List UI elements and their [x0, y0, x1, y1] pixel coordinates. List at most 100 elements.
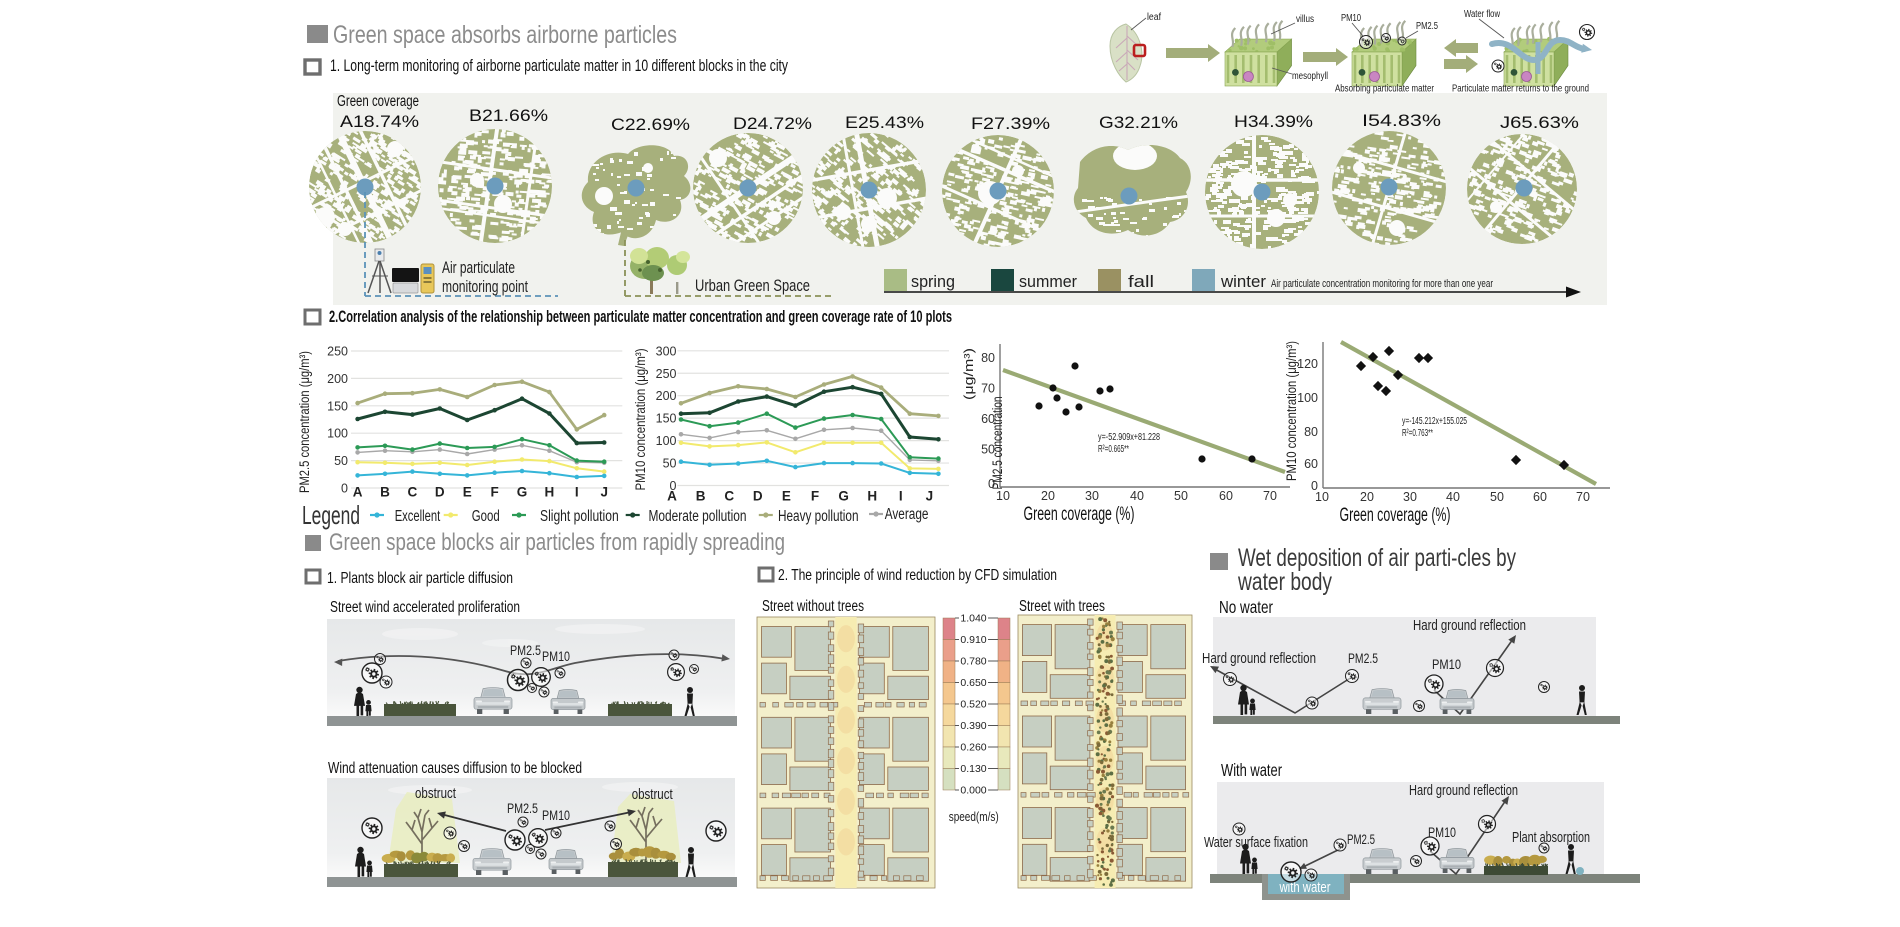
svg-text:Urban Green Space: Urban Green Space — [695, 277, 810, 295]
svg-text:1. Long-term monitoring of air: 1. Long-term monitoring of airborne part… — [330, 57, 789, 75]
svg-text:H: H — [867, 489, 877, 504]
svg-text:50: 50 — [1174, 489, 1188, 503]
svg-text:obstruct: obstruct — [415, 786, 456, 802]
svg-text:PM10: PM10 — [542, 649, 570, 664]
svg-text:E25.43%: E25.43% — [845, 113, 924, 132]
svg-text:winter: winter — [1220, 273, 1267, 291]
svg-text:Heavy pollution: Heavy pollution — [778, 508, 859, 525]
svg-text:20: 20 — [1360, 490, 1374, 504]
svg-text:150: 150 — [327, 399, 348, 413]
svg-text:300: 300 — [656, 344, 677, 358]
svg-text:leaf: leaf — [1147, 12, 1161, 23]
svg-text:PM10 concentration (μg/m³): PM10 concentration (μg/m³) — [1284, 341, 1299, 481]
svg-text:40: 40 — [1130, 489, 1144, 503]
svg-text:60: 60 — [1219, 489, 1233, 503]
svg-text:0.000: 0.000 — [960, 785, 986, 797]
svg-text:200: 200 — [656, 389, 677, 403]
svg-text:150: 150 — [656, 412, 677, 426]
svg-text:B: B — [380, 485, 390, 500]
svg-text:J: J — [926, 489, 934, 504]
svg-text:PM2.5 concentration (μg/m³): PM2.5 concentration (μg/m³) — [297, 351, 312, 493]
svg-text:Street wind accelerated prolif: Street wind accelerated proliferation — [330, 599, 520, 616]
svg-text:Street with trees: Street with trees — [1019, 598, 1105, 615]
svg-text:Wet deposition of air parti-cl: Wet deposition of air parti-cles by — [1238, 544, 1516, 572]
svg-text:C: C — [724, 489, 734, 504]
svg-text:Hard ground reflection: Hard ground reflection — [1202, 651, 1316, 667]
svg-text:Air particulate concentration: Air particulate concentration monitoring… — [1271, 278, 1493, 290]
svg-text:Legend: Legend — [302, 500, 360, 530]
svg-text:PM2.5: PM2.5 — [1416, 21, 1438, 32]
svg-text:J: J — [600, 485, 608, 500]
svg-text:PM10 concentration (μg/m³): PM10 concentration (μg/m³) — [633, 349, 648, 491]
svg-text:Green coverage: Green coverage — [337, 93, 419, 110]
svg-text:Wind attenuation causes diffus: Wind attenuation causes diffusion to be … — [328, 760, 582, 777]
svg-text:0: 0 — [988, 477, 995, 491]
svg-text:0.520: 0.520 — [960, 699, 986, 711]
svg-text:70: 70 — [1263, 489, 1277, 503]
svg-text:with water: with water — [1279, 880, 1331, 896]
svg-text:C22.69%: C22.69% — [611, 115, 690, 134]
svg-text:B21.66%: B21.66% — [469, 106, 548, 125]
svg-text:0: 0 — [1311, 479, 1318, 493]
svg-text:PM2.5 concentration: PM2.5 concentration — [990, 397, 1005, 490]
svg-text:Excellent: Excellent — [395, 508, 441, 525]
svg-text:Average: Average — [885, 506, 929, 523]
svg-text:Slight pollution: Slight pollution — [540, 508, 619, 525]
svg-text:PM2.5: PM2.5 — [510, 643, 541, 658]
svg-text:R²=0.763**: R²=0.763** — [1402, 428, 1433, 439]
svg-text:A18.74%: A18.74% — [340, 112, 419, 131]
svg-text:100: 100 — [1297, 391, 1318, 405]
svg-text:A: A — [667, 489, 677, 504]
svg-text:30: 30 — [1085, 489, 1099, 503]
svg-text:10: 10 — [1315, 490, 1329, 504]
svg-text:Green space blocks air particl: Green space blocks air particles from ra… — [329, 529, 785, 556]
svg-text:Water surface fixation: Water surface fixation — [1204, 835, 1308, 851]
svg-text:0: 0 — [670, 479, 677, 493]
svg-text:(μg/m³): (μg/m³) — [961, 348, 976, 400]
svg-text:I: I — [575, 485, 579, 500]
svg-text:Hard ground reflection: Hard ground reflection — [1409, 783, 1518, 799]
svg-text:2.Correlation analysis of the: 2.Correlation analysis of the relationsh… — [329, 308, 952, 326]
svg-text:0.650: 0.650 — [960, 677, 986, 689]
svg-text:Good: Good — [472, 508, 500, 525]
svg-text:water body: water body — [1237, 568, 1332, 596]
svg-text:PM2.5: PM2.5 — [507, 801, 538, 816]
svg-text:60: 60 — [981, 412, 995, 426]
svg-text:E: E — [782, 489, 791, 504]
svg-text:60: 60 — [1304, 457, 1318, 471]
svg-text:I54.83%: I54.83% — [1362, 111, 1441, 130]
svg-text:100: 100 — [327, 427, 348, 441]
svg-text:1.040: 1.040 — [960, 613, 986, 625]
svg-text:2. The principle of wind reduc: 2. The principle of wind reduction by CF… — [778, 567, 1057, 584]
svg-text:70: 70 — [1576, 490, 1590, 504]
svg-text:10: 10 — [996, 489, 1010, 503]
svg-text:Green coverage (%): Green coverage (%) — [1340, 505, 1451, 526]
svg-text:Plant absorption: Plant absorption — [1512, 830, 1590, 846]
svg-text:E: E — [463, 485, 472, 500]
svg-text:0.910: 0.910 — [960, 634, 986, 646]
svg-text:No water: No water — [1219, 597, 1273, 617]
svg-text:F27.39%: F27.39% — [971, 114, 1050, 133]
svg-text:20: 20 — [1041, 489, 1055, 503]
svg-text:Street without trees: Street without trees — [762, 598, 864, 615]
svg-text:Green coverage (%): Green coverage (%) — [1024, 504, 1135, 525]
svg-text:50: 50 — [663, 457, 677, 471]
svg-text:PM10: PM10 — [1428, 825, 1456, 840]
svg-text:0.130: 0.130 — [960, 763, 986, 775]
svg-text:H34.39%: H34.39% — [1234, 112, 1313, 131]
svg-text:40: 40 — [1446, 490, 1460, 504]
svg-text:A: A — [353, 485, 363, 500]
svg-text:120: 120 — [1297, 357, 1318, 371]
svg-text:60: 60 — [1533, 490, 1547, 504]
svg-text:Particulate matter returns to: Particulate matter returns to the ground — [1452, 84, 1589, 95]
svg-text:1. Plants block air particle d: 1. Plants block air particle diffusion — [327, 570, 513, 587]
svg-text:y=-145.212x+155.025: y=-145.212x+155.025 — [1402, 416, 1467, 427]
svg-text:G32.21%: G32.21% — [1099, 113, 1178, 132]
svg-text:C: C — [408, 485, 418, 500]
svg-text:R²=0.665**: R²=0.665** — [1098, 444, 1129, 455]
svg-text:PM2.5: PM2.5 — [1348, 651, 1378, 666]
svg-text:100: 100 — [656, 434, 677, 448]
svg-text:mesophyll: mesophyll — [1292, 71, 1328, 82]
svg-text:D: D — [435, 485, 445, 500]
svg-text:Green space absorbs airborne p: Green space absorbs airborne particles — [333, 21, 677, 49]
